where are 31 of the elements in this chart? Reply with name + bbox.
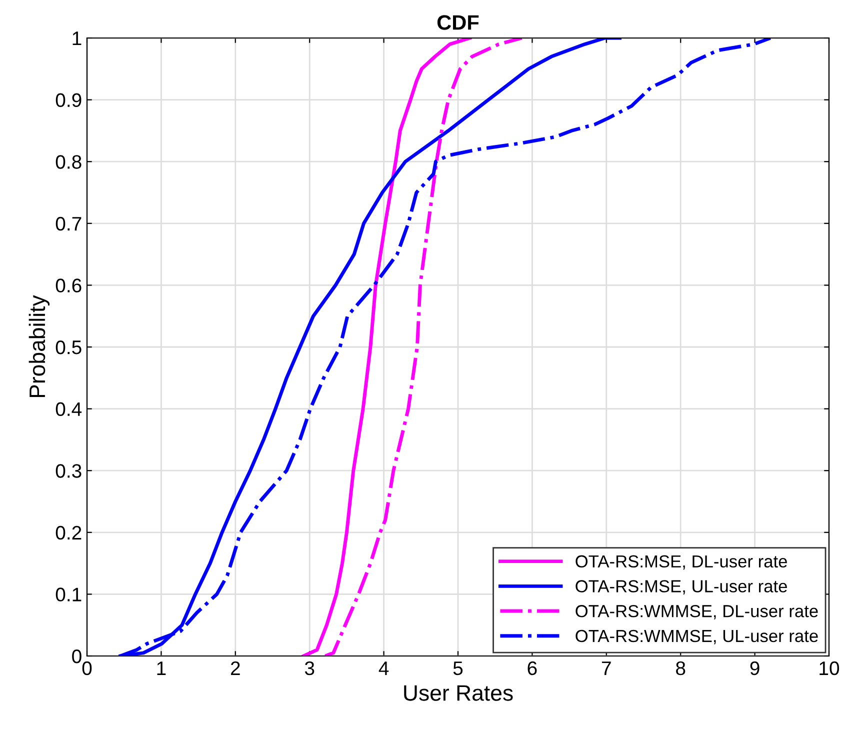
y-tick-label: 0 xyxy=(72,649,82,664)
x-tick-label: 10 xyxy=(820,661,840,676)
y-tick-label: 0.4 xyxy=(56,402,82,416)
y-tick-label: 0.1 xyxy=(56,588,82,602)
line-series xyxy=(323,38,524,656)
x-tick-label: 5 xyxy=(453,662,463,676)
y-tick-label: 0.9 xyxy=(56,93,82,108)
y-tick-label: 0.6 xyxy=(56,278,82,292)
x-tick-label: 7 xyxy=(602,662,611,675)
x-tick-label: 4 xyxy=(378,662,389,675)
y-tick-label: 0.2 xyxy=(56,526,82,540)
x-tick-label: 1 xyxy=(157,662,166,675)
y-axis-title: Probability xyxy=(28,295,50,398)
x-axis-title: User Rates xyxy=(404,685,513,701)
y-tick-label: 1 xyxy=(72,32,82,46)
chart-title: CDF xyxy=(437,15,479,30)
legend-label: OTA-RS:WMMSE, UL-user rate xyxy=(576,630,818,644)
legend-label: OTA-RS:MSE, UL-user rate xyxy=(576,580,787,594)
legend-label: OTA-RS:WMMSE, DL-user rate xyxy=(576,604,818,620)
x-tick-label: 9 xyxy=(750,661,760,676)
x-tick-label: 0 xyxy=(82,661,92,676)
y-tick-label: 0.7 xyxy=(56,216,82,231)
x-tick-label: 8 xyxy=(676,661,686,676)
x-tick-label: 3 xyxy=(304,661,314,676)
x-tick-label: 6 xyxy=(528,661,537,676)
line-series xyxy=(302,38,472,656)
y-tick-label: 0.8 xyxy=(56,155,82,169)
x-tick-label: 2 xyxy=(230,661,240,675)
y-tick-label: 0.5 xyxy=(56,340,82,354)
y-tick-label: 0.3 xyxy=(56,464,82,478)
legend-label: OTA-RS:MSE, DL-user rate xyxy=(576,555,787,570)
